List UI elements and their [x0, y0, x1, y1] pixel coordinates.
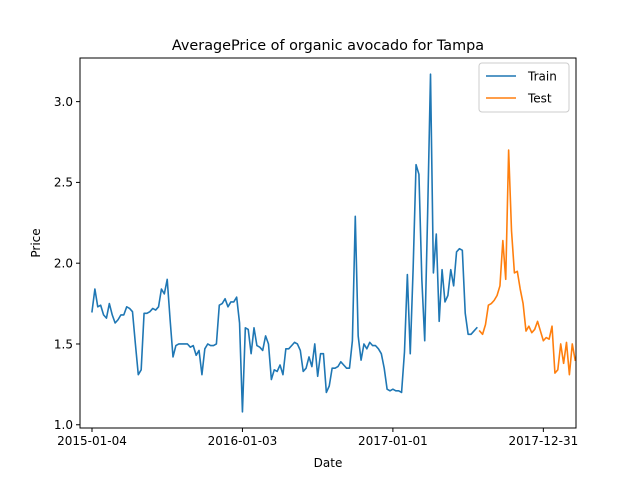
y-tick-label: 1.5 — [54, 337, 73, 351]
legend-label-test: Test — [527, 91, 552, 105]
series-layer — [91, 73, 577, 413]
chart-title: AveragePrice of organic avocado for Tamp… — [172, 38, 484, 54]
x-axis: 2015-01-04 2016-01-03 2017-01-01 2017-12-31 — [57, 428, 578, 448]
x-axis-label: Date — [314, 456, 343, 470]
legend: Train Test — [478, 62, 570, 113]
y-tick-label: 2.0 — [54, 256, 73, 270]
series-line-train — [91, 73, 478, 413]
y-axis: 1.0 1.5 2.0 2.5 3.0 — [54, 95, 80, 432]
y-tick-label: 1.0 — [54, 418, 73, 432]
y-tick-label: 3.0 — [54, 95, 73, 109]
x-tick-label: 2017-01-01 — [358, 434, 428, 448]
y-axis-label: Price — [29, 228, 43, 257]
series-line-test — [478, 149, 577, 376]
y-tick-label: 2.5 — [54, 176, 73, 190]
plot-frame — [79, 57, 577, 429]
x-tick-label: 2015-01-04 — [57, 434, 127, 448]
x-tick-label: 2016-01-03 — [208, 434, 278, 448]
x-tick-label: 2017-12-31 — [508, 434, 578, 448]
legend-label-train: Train — [527, 69, 557, 83]
